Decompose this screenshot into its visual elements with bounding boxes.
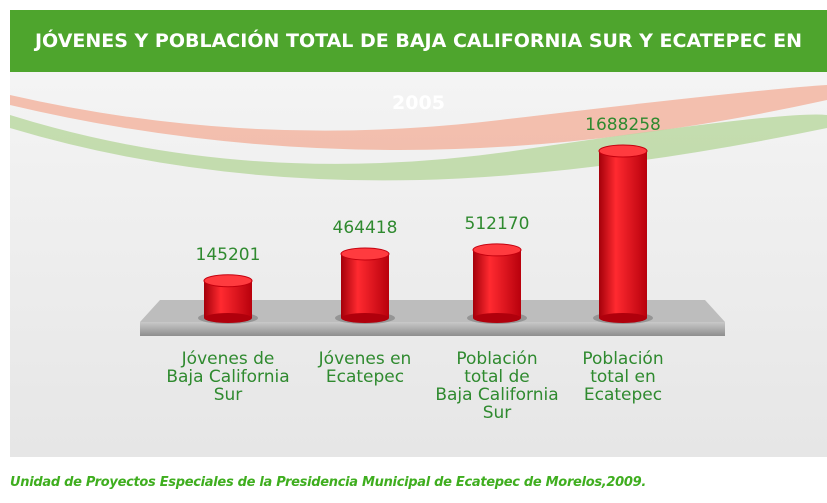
bar-base xyxy=(341,313,389,323)
chart-title: JÓVENES Y POBLACIÓN TOTAL DE BAJA CALIFO… xyxy=(10,10,827,72)
x-tick-label: Población total de Baja California Sur xyxy=(427,350,567,422)
bar-base xyxy=(204,313,252,323)
source-note: Unidad de Proyectos Especiales de la Pre… xyxy=(10,475,646,490)
bar-base xyxy=(473,313,521,323)
bar-base xyxy=(599,313,647,323)
x-tick-label: Población total en Ecatepec xyxy=(553,350,693,404)
bar-top xyxy=(204,275,252,287)
bar xyxy=(473,250,521,318)
value-label: 1688258 xyxy=(563,115,683,135)
chart: JÓVENES Y POBLACIÓN TOTAL DE BAJA CALIFO… xyxy=(0,0,827,503)
bar-top xyxy=(473,244,521,256)
value-label: 464418 xyxy=(305,218,425,238)
value-label: 145201 xyxy=(168,245,288,265)
platform-edge xyxy=(140,322,725,336)
bar-top xyxy=(341,248,389,260)
x-tick-label: Jóvenes de Baja California Sur xyxy=(158,350,298,404)
x-tick-label: Jóvenes en Ecatepec xyxy=(295,350,435,386)
value-label: 512170 xyxy=(437,214,557,234)
bar xyxy=(341,254,389,318)
bar-top xyxy=(599,145,647,157)
bar xyxy=(599,151,647,318)
